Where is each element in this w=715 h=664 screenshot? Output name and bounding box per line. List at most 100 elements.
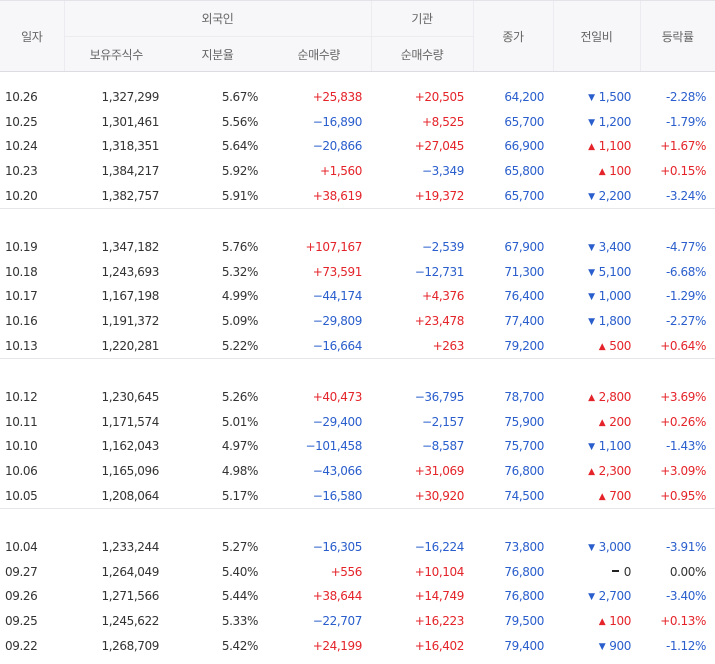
rate-cell: -1.79% (665, 114, 706, 129)
change-value: 700 (609, 488, 631, 503)
close-cell: 66,900 (504, 139, 544, 154)
ratio-cell: 5.27% (221, 540, 259, 555)
rate-cell: +3.09% (660, 464, 706, 479)
table-row: 09.22 1,268,709 5.42% +24,199 +16,402 79,400 ▼… (0, 633, 715, 658)
change-value: 1,800 (598, 314, 632, 329)
change-value: 1,200 (598, 114, 632, 129)
date-header: 일자 (0, 0, 64, 72)
date-cell: 09.22 (5, 638, 38, 653)
rate-cell: -3.91% (665, 540, 706, 555)
foreign-header: 외국인 (63, 0, 371, 37)
close-cell: 79,400 (504, 638, 544, 653)
up-triangle-icon: ▲ (588, 467, 595, 478)
change-value: 2,800 (598, 390, 632, 405)
rate-cell: -3.40% (665, 589, 706, 604)
up-triangle-icon: ▲ (598, 341, 606, 352)
holdings-header: 보유주식수 (63, 36, 168, 72)
holdings-cell: 1,167,198 (101, 289, 160, 304)
up-triangle-icon: ▲ (598, 616, 606, 627)
down-triangle-icon: ▼ (588, 191, 595, 202)
holdings-cell: 1,230,645 (101, 390, 160, 405)
down-triangle-icon: ▼ (588, 243, 595, 254)
table-row: 10.12 1,230,645 5.26% +40,473 −36,795 78,700 ▲… (0, 385, 715, 410)
date-cell: 10.20 (5, 188, 38, 203)
close-cell: 76,400 (504, 289, 544, 304)
close-cell: 75,700 (504, 439, 544, 454)
inst-net-cell: +20,505 (414, 90, 465, 105)
ratio-cell: 5.32% (221, 264, 259, 279)
date-cell: 10.16 (5, 314, 38, 329)
table-row: 10.24 1,318,351 5.64% −20,866 +27,045 66,900 ▲… (0, 134, 715, 159)
inst-net-cell: −2,157 (421, 414, 464, 429)
holdings-cell: 1,233,244 (101, 540, 160, 555)
flat-dash-icon (611, 570, 619, 573)
foreign-net-cell: +40,473 (312, 390, 363, 405)
foreign-net-cell: −101,458 (305, 439, 363, 454)
ratio-cell: 5.33% (221, 613, 259, 628)
foreign-net-cell: −22,707 (312, 613, 363, 628)
holdings-cell: 1,301,461 (101, 114, 160, 129)
change-cell: ▼ 1,800 (553, 309, 640, 334)
close-cell: 76,800 (504, 564, 544, 579)
ratio-cell: 5.17% (221, 488, 259, 503)
up-triangle-icon: ▲ (588, 393, 595, 404)
date-cell: 10.26 (5, 90, 38, 105)
change-cell: ▲ 100 (553, 609, 640, 634)
change-cell: ▼ 1,500 (553, 85, 640, 110)
holdings-cell: 1,243,693 (101, 264, 160, 279)
change-cell: ▼ 900 (553, 633, 640, 658)
inst-net-cell: +16,402 (414, 638, 465, 653)
change-value: 1,100 (598, 439, 632, 454)
ratio-header: 지분율 (168, 36, 267, 72)
close-cell: 79,500 (504, 613, 544, 628)
inst-net-cell: +16,223 (414, 613, 465, 628)
inst-net-cell: −36,795 (414, 390, 465, 405)
date-cell: 09.25 (5, 613, 38, 628)
table-row: 10.19 1,347,182 5.76% +107,167 −2,539 67,900 ▼… (0, 235, 715, 260)
rate-cell: 0.00% (669, 564, 707, 579)
date-cell: 10.11 (5, 414, 38, 429)
holdings-cell: 1,327,299 (101, 90, 160, 105)
close-cell: 65,800 (504, 164, 544, 179)
table-body: 10.26 1,327,299 5.67% +25,838 +20,505 64,200 ▼… (0, 72, 715, 658)
inst-net-cell: +19,372 (414, 188, 465, 203)
holdings-cell: 1,271,566 (101, 589, 160, 604)
foreign-net-cell: −16,305 (312, 540, 363, 555)
holdings-cell: 1,165,096 (101, 464, 160, 479)
date-cell: 10.04 (5, 540, 38, 555)
up-triangle-icon: ▲ (598, 417, 606, 428)
ratio-cell: 5.22% (221, 338, 259, 353)
rate-cell: -1.29% (665, 289, 706, 304)
up-triangle-icon: ▲ (598, 167, 606, 178)
close-cell: 65,700 (504, 188, 544, 203)
close-header: 종가 (472, 0, 553, 72)
holdings-cell: 1,220,281 (101, 338, 160, 353)
holdings-cell: 1,268,709 (101, 638, 160, 653)
inst-net-cell: −12,731 (414, 264, 465, 279)
date-cell: 10.10 (5, 439, 38, 454)
rate-cell: +0.26% (660, 414, 706, 429)
down-triangle-icon: ▼ (588, 93, 595, 104)
ratio-cell: 5.40% (221, 564, 259, 579)
down-triangle-icon: ▼ (588, 317, 595, 328)
inst-net-cell: +27,045 (414, 139, 465, 154)
table-row: 10.17 1,167,198 4.99% −44,174 +4,376 76,400 ▼ 1… (0, 284, 715, 309)
down-triangle-icon: ▼ (598, 641, 606, 652)
down-triangle-icon: ▼ (588, 543, 595, 554)
change-value: 100 (609, 613, 631, 628)
close-cell: 79,200 (504, 338, 544, 353)
table-row: 10.18 1,243,693 5.32% +73,591 −12,731 71,300 ▼… (0, 260, 715, 285)
date-cell: 09.26 (5, 589, 38, 604)
change-cell: ▼ 1,100 (553, 434, 640, 459)
close-cell: 64,200 (504, 90, 544, 105)
date-cell: 10.17 (5, 289, 38, 304)
foreign-net-cell: +1,560 (319, 164, 362, 179)
rate-cell: -3.24% (665, 188, 706, 203)
foreign-net-cell: +556 (330, 564, 363, 579)
close-cell: 77,400 (504, 314, 544, 329)
ratio-cell: 5.76% (221, 240, 259, 255)
ratio-cell: 5.09% (221, 314, 259, 329)
foreign-net-cell: −29,400 (312, 414, 363, 429)
change-cell: ▲ 2,800 (553, 385, 640, 410)
close-cell: 67,900 (504, 240, 544, 255)
